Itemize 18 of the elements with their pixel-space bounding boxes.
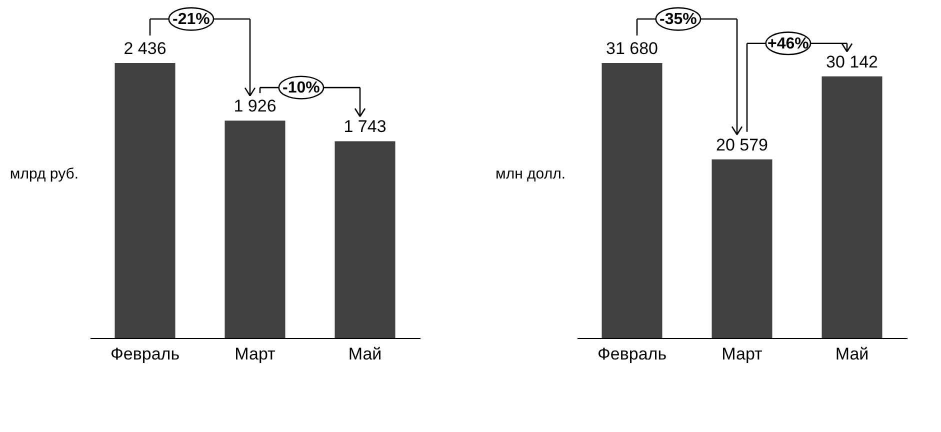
y-axis-title: млрд руб.	[10, 166, 78, 182]
data-label: 20 579	[716, 135, 768, 154]
data-label: 1 926	[234, 96, 276, 116]
data-label: 30 142	[826, 52, 878, 72]
y-axis-title: млн долл.	[496, 166, 566, 182]
data-label: 2 436	[124, 39, 166, 58]
x-tick-label: Февраль	[110, 344, 180, 364]
x-tick-label: Февраль	[597, 344, 667, 364]
text: +46%	[768, 35, 809, 52]
data-label: 1 743	[344, 117, 386, 136]
x-tick-label: Май	[835, 344, 869, 364]
x-tick-label: Март	[722, 344, 763, 364]
x-tick-label: Март	[234, 344, 276, 364]
annotation: -10%	[282, 80, 320, 97]
x-tick-label: Май	[348, 344, 382, 364]
data-label: 31 680	[606, 39, 658, 58]
text: -35%	[660, 11, 697, 28]
text: -21%	[172, 11, 210, 28]
